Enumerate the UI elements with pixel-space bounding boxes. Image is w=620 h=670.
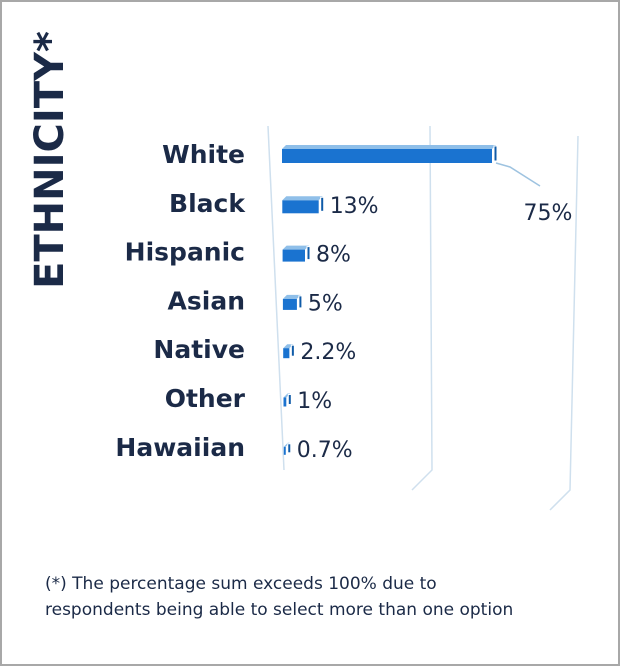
bar-cap <box>493 145 498 162</box>
bar <box>282 200 319 214</box>
bar <box>282 149 492 163</box>
bar-cap <box>320 196 325 212</box>
bar-cap <box>298 295 303 309</box>
category-label: Hawaiian <box>115 433 245 462</box>
grid-line <box>267 125 285 471</box>
bar-cap <box>290 344 295 357</box>
grid-line <box>549 135 579 511</box>
category-label: Other <box>165 384 246 413</box>
bar <box>283 397 287 407</box>
category-label: Asian <box>168 286 245 315</box>
category-label: Native <box>153 335 245 364</box>
bar-top <box>283 344 294 349</box>
bar <box>282 298 297 310</box>
value-label: 1% <box>297 389 332 414</box>
bar-top <box>282 196 323 201</box>
bar-cap <box>287 394 292 405</box>
footnote: respondents being able to select more th… <box>45 600 513 620</box>
bar-top <box>282 294 301 299</box>
value-label: 75% <box>524 201 573 226</box>
value-label: 13% <box>330 194 379 219</box>
category-label: Hispanic <box>125 238 245 267</box>
bar <box>283 348 290 359</box>
category-label: White <box>162 140 245 169</box>
bar-cap <box>306 246 311 261</box>
value-label: 8% <box>316 243 351 268</box>
bar-top <box>282 245 309 250</box>
value-label: 0.7% <box>297 438 353 463</box>
bar <box>282 249 305 262</box>
value-label: 5% <box>308 291 343 316</box>
category-label: Black <box>169 189 246 218</box>
grid-line <box>411 125 433 491</box>
bar-top <box>282 145 496 149</box>
leader-line <box>495 162 541 187</box>
value-label: 2.2% <box>300 340 356 365</box>
bar-cap <box>287 443 292 454</box>
footnote: (*) The percentage sum exceeds 100% due … <box>45 574 437 594</box>
perspective-grid <box>267 125 579 511</box>
bar <box>283 446 286 455</box>
chart-title: ETHNICITY* <box>27 31 73 289</box>
